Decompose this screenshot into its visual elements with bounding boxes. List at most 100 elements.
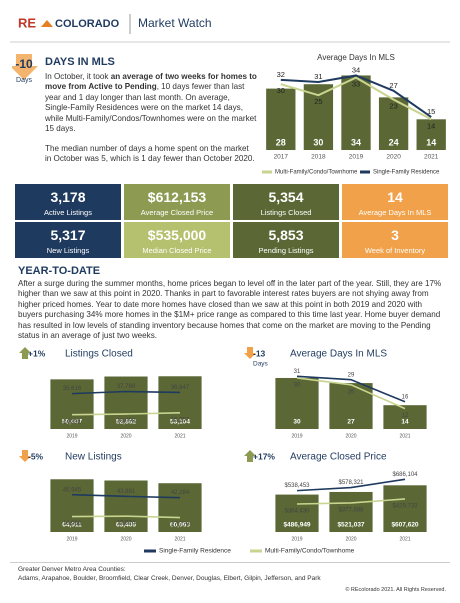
stat-label: Average Days In MLS: [358, 208, 432, 217]
stat-tile: $612,153 Average Closed Price: [124, 184, 230, 220]
legend-label: Multi-Family/Condo/Townhome: [275, 170, 358, 176]
stat-label: Median Closed Price: [142, 246, 212, 255]
up-arrow: [19, 347, 31, 359]
up-arrow: [244, 450, 256, 462]
legend-label: Single-Family Residence: [373, 170, 440, 176]
stat-label: Listings Closed: [260, 208, 312, 217]
x-tick-label: 2020: [345, 433, 356, 439]
stat-value: $535,000: [147, 227, 207, 243]
line-label: 25: [314, 97, 322, 106]
line-label: 33: [352, 80, 360, 89]
chart: Average Days In MLS -13 Days 30 2019 27 2020 14…: [244, 347, 427, 439]
line-series: [71, 515, 181, 519]
x-tick-label: 2019: [66, 536, 77, 542]
stat-label: Active Listings: [44, 208, 92, 217]
header: RE COLORADO Market Watch: [10, 14, 450, 43]
line-label: 19,524: [117, 521, 136, 527]
stat-tile: 5,354 Listings Closed: [233, 184, 339, 220]
stat-value: 3: [391, 227, 399, 243]
line-label: 30: [277, 86, 285, 95]
footer-heading: Greater Denver Metro Area Counties:: [18, 566, 126, 573]
bar-label: $521,037: [337, 522, 364, 529]
x-tick-label: 2020: [120, 536, 131, 542]
chart: New Listings -5% 64,911 2019 63,405 2020 60,06…: [19, 450, 202, 542]
line-label: $578,321: [338, 480, 364, 486]
text: In October, it took: [45, 72, 111, 81]
chart: Average Closed Price +17% $486,949 2019 $521…: [244, 450, 427, 542]
bar: [383, 485, 427, 532]
stat-tile: 5,853 Pending Listings: [233, 222, 339, 258]
bar-label: 53,104: [170, 419, 190, 426]
line-series: [280, 76, 432, 121]
chart-title: Average Days In MLS: [290, 349, 387, 360]
bar: [383, 405, 427, 429]
header-title: Market Watch: [138, 16, 212, 30]
chart-title: Average Days In MLS: [317, 53, 395, 62]
bar: [416, 119, 446, 150]
line-label: $377,688: [338, 508, 364, 514]
logo-re: RE: [18, 15, 36, 30]
bar-label: 30: [313, 137, 323, 147]
change-value: +1%: [28, 348, 46, 358]
x-tick-label: 2021: [399, 536, 410, 542]
line-label: $364,430: [284, 509, 310, 515]
x-tick-label: 2021: [174, 536, 185, 542]
chart-title: Average Closed Price: [290, 452, 387, 463]
stat-tile: 14 Average Days In MLS: [342, 184, 448, 220]
bar-label: 27: [347, 419, 355, 426]
line-label: 23: [389, 102, 397, 111]
line-series: [71, 493, 181, 499]
bar: [158, 483, 202, 532]
chart: Listings Closed +1% 50,007 2019 52,862 2020 53…: [19, 347, 202, 439]
line-label: 31: [294, 369, 301, 375]
bar: [275, 494, 319, 532]
chart: Average Days In MLS 28 2017 30 2018 34 2019 24 2…: [262, 53, 446, 176]
line-label: 14: [427, 121, 435, 130]
line-label: 12: [402, 413, 409, 419]
line-label: 45,945: [63, 487, 82, 493]
bar: [158, 376, 202, 429]
x-tick-label: 2020: [386, 154, 401, 161]
bar: [329, 491, 373, 532]
bar-label: 52,862: [116, 419, 136, 426]
legend-label: Multi-Family/Condo/Townhome: [265, 548, 355, 555]
footer-counties: Adams, Arapahoe, Boulder, Broomfield, Cl…: [18, 575, 321, 582]
x-tick-label: 2018: [311, 154, 326, 161]
line-label: 27: [389, 81, 397, 90]
badge-unit: Days: [16, 77, 32, 84]
line-series: [296, 377, 406, 410]
bar-label: 14: [426, 137, 436, 147]
stat-value: 3,178: [50, 189, 86, 205]
bar: [104, 480, 148, 532]
line-label: 32: [277, 70, 285, 79]
change-unit: Days: [253, 361, 269, 368]
line-label: 26: [348, 389, 355, 395]
stat-tile: 5,317 New Listings: [15, 222, 121, 258]
logo-text: COLORADO: [55, 18, 120, 30]
stat-value: 5,853: [268, 227, 304, 243]
section-heading: DAYS IN MLS: [45, 56, 115, 68]
line-series: [296, 498, 406, 505]
x-tick-label: 2021: [174, 433, 185, 439]
line-series: [296, 375, 406, 403]
badge: -10 Days: [12, 54, 38, 84]
line-label: 31: [314, 72, 322, 81]
stat-value: 14: [387, 189, 403, 205]
stat-value: 5,317: [50, 227, 86, 243]
paragraph: After a surge during the summer months, …: [18, 279, 442, 341]
line-label: $429,733: [392, 504, 418, 510]
badge-arrow: [12, 54, 38, 80]
bar-label: 64,911: [62, 522, 82, 529]
x-tick-label: 2019: [291, 536, 302, 542]
line-label: 14,391: [63, 419, 82, 425]
line-label: $538,453: [284, 483, 310, 489]
bar: [50, 479, 94, 532]
change-value: -5%: [28, 451, 44, 461]
bar-label: 50,007: [62, 419, 82, 426]
line-label: 36,847: [171, 385, 190, 391]
bar: [50, 379, 94, 429]
line-label: 30: [294, 383, 301, 389]
bar-label: 30: [293, 419, 301, 426]
line-label: 17,779: [171, 522, 190, 528]
